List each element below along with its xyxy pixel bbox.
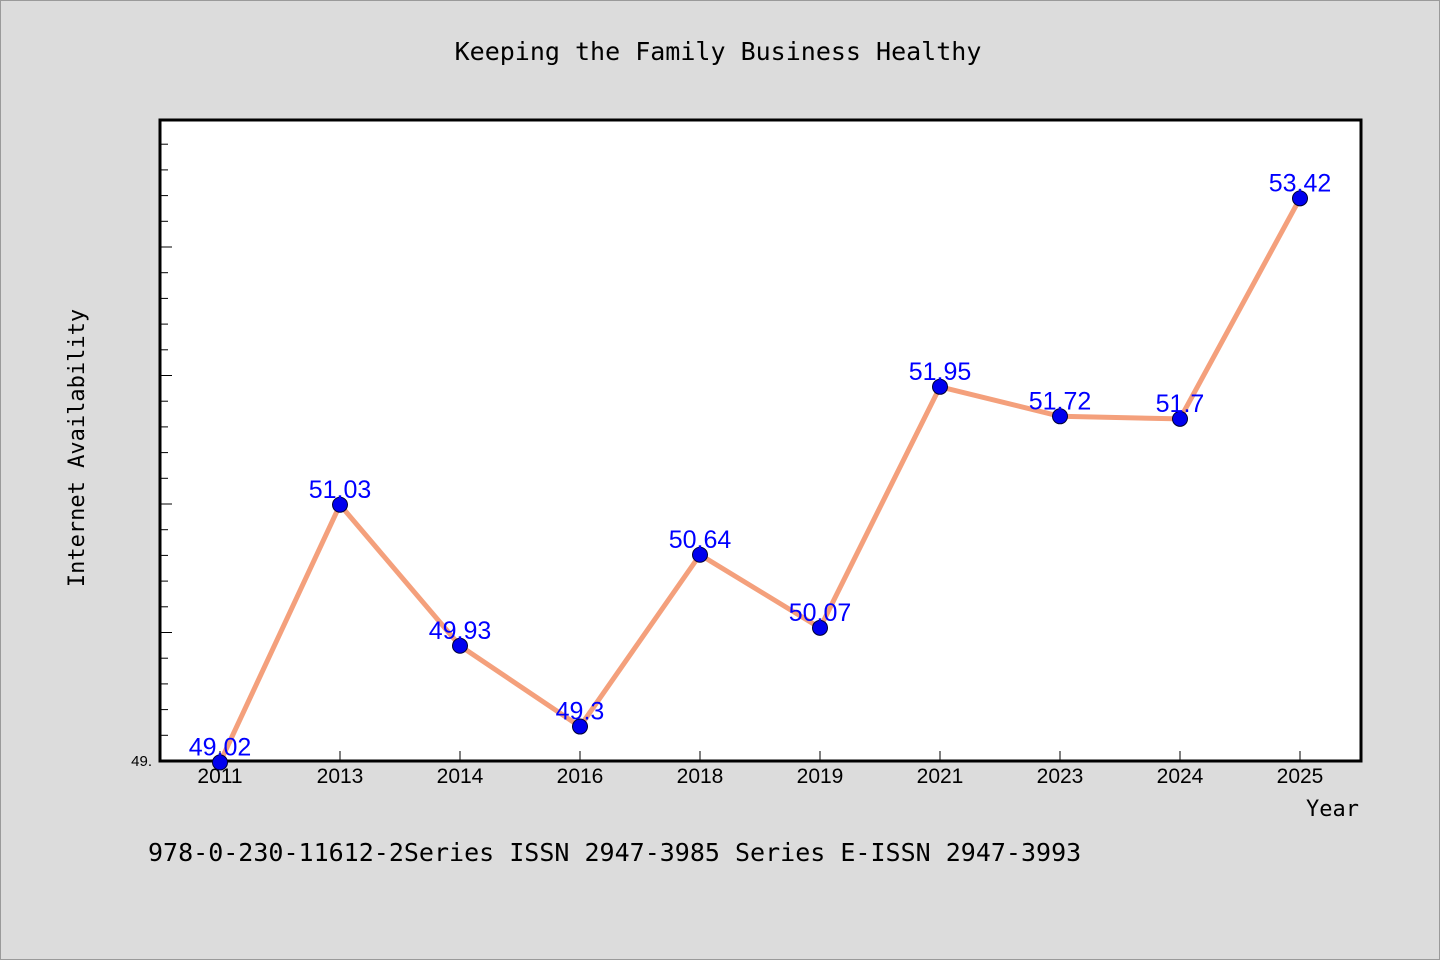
data-point — [1052, 408, 1068, 425]
x-tick-label: 2011 — [197, 765, 242, 788]
data-label: 49.02 — [189, 733, 252, 761]
data-point — [1172, 410, 1188, 427]
chart-title: Keeping the Family Business Healthy — [455, 37, 982, 66]
data-label: 49.93 — [429, 617, 492, 645]
data-labels-group: 49.02 51.03 49.93 49.3 50.64 50.07 51.95 51.72 5… — [189, 169, 1332, 761]
data-point — [212, 754, 228, 771]
x-tick-label: 2013 — [317, 765, 364, 788]
data-point — [572, 718, 588, 735]
data-label: 53.42 — [1269, 169, 1332, 197]
data-point — [692, 546, 708, 563]
data-point — [1292, 190, 1308, 207]
data-label: 50.64 — [669, 526, 732, 554]
data-point — [812, 619, 828, 636]
data-point — [932, 378, 948, 395]
data-label: 51.03 — [309, 476, 372, 504]
data-label: 51.7 — [1156, 390, 1205, 418]
x-tick-label: 2024 — [1157, 765, 1204, 788]
data-label: 49.3 — [556, 698, 605, 726]
x-tick-label: 2019 — [797, 765, 844, 788]
series-line — [217, 195, 1303, 765]
y-axis-label: Internet Availability — [65, 309, 90, 587]
y-axis-tick-labels: 49. — [131, 753, 152, 770]
series-points-group — [212, 190, 1308, 771]
y-axis-ticks — [160, 143, 172, 762]
data-label: 51.72 — [1029, 387, 1092, 415]
x-tick-label: 2021 — [917, 765, 964, 788]
x-axis-label: Year — [1306, 797, 1359, 822]
x-tick-label: 2023 — [1037, 765, 1084, 788]
y-tick-label: 49. — [131, 753, 152, 770]
footer-isbn-text: 978-0-230-11612-2Series ISSN 2947-3985 S… — [148, 838, 1081, 867]
x-axis-tick-labels: 2011 2013 2014 2016 2018 2019 2021 2023 2024 2025 — [197, 765, 1323, 788]
data-point — [452, 637, 468, 654]
data-label: 50.07 — [789, 599, 852, 627]
x-tick-label: 2016 — [557, 765, 604, 788]
x-tick-label: 2018 — [677, 765, 724, 788]
data-point — [332, 496, 348, 513]
data-label: 51.95 — [909, 358, 972, 386]
x-tick-label: 2025 — [1277, 765, 1324, 788]
x-tick-label: 2014 — [437, 765, 484, 788]
series-line-group — [217, 195, 1303, 765]
plot-area — [158, 118, 1363, 763]
